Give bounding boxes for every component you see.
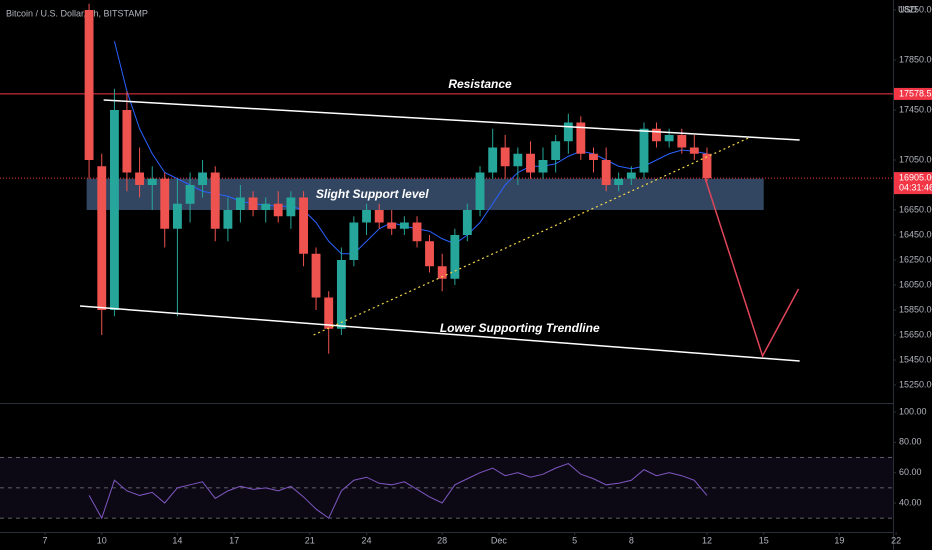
x-tick-label: 28 [437,535,447,545]
price-badge-label: 16905.00 [899,173,932,183]
x-tick-label: Dec [491,535,508,545]
candle-body [551,141,561,160]
candle-body [235,197,245,210]
candle-body [702,153,712,179]
candle-body [387,222,397,229]
rsi-tick-label: 100.00 [899,406,927,416]
price-badge [894,87,932,100]
y-tick-label: 16050.00 [899,279,932,289]
candle-body [185,185,195,204]
candle-body [538,160,548,173]
candle-body [639,128,649,173]
candle-body [248,197,258,210]
x-tick-label: 12 [702,535,712,545]
x-tick-label: 7 [43,535,48,545]
y-tick-label: 15850.00 [899,304,932,314]
candle-body [677,135,687,148]
candle-body [147,178,157,185]
candle-body [614,178,624,185]
annotation: Resistance [448,77,512,91]
candle-body [526,153,535,173]
x-tick-label: 14 [172,535,182,545]
y-tick-label: 18250.00 [899,4,932,14]
x-tick-label: 17 [229,535,239,545]
rsi-tick-label: 80.00 [899,437,922,447]
trendline [704,177,800,358]
candle-body [160,178,170,229]
x-tick-label: 10 [97,535,107,545]
annotation: Slight Support level [316,187,429,201]
candle-body [299,197,308,254]
rsi-band [0,457,893,519]
rsi-tick-label: 40.00 [899,497,922,507]
candle-body [513,153,523,167]
x-tick-label: 15 [759,535,769,545]
candle-body [362,210,371,223]
candle-body [97,166,107,310]
x-tick-label: 19 [834,535,844,545]
y-tick-label: 17050.00 [899,154,932,164]
y-tick-label: 16650.00 [899,204,932,214]
x-tick-label: 5 [572,535,577,545]
candle-body [311,253,321,298]
y-tick-label: 17850.00 [899,54,932,64]
currency-label: USD [898,4,918,14]
candle-body [223,210,233,229]
candle-body [109,110,119,310]
candle-body [84,10,94,160]
candle-body [576,122,586,154]
candle-body [437,266,447,279]
chart-title: Bitcoin / U.S. Dollar, 8h, BITSTAMP [6,8,148,18]
countdown-label: 04:31:46 [899,183,932,193]
candle-body [462,210,472,235]
candle-body [412,222,422,242]
candle-body [374,210,384,223]
x-tick-label: 24 [362,535,372,545]
rsi-tick-label: 60.00 [899,467,922,477]
candle-body [689,147,699,154]
y-tick-label: 16250.00 [899,254,932,264]
candle-body [210,172,220,229]
candle-body [488,147,498,173]
x-tick-label: 21 [305,535,315,545]
candle-body [261,203,271,210]
x-tick-label: 8 [629,535,634,545]
candle-body [135,172,145,185]
annotation: Lower Supporting Trendline [440,321,600,335]
y-tick-label: 17450.00 [899,104,932,114]
candle-body [349,222,359,260]
candle-body [450,235,460,279]
candle-body [198,172,207,185]
candle-body [500,147,510,167]
y-tick-label: 16450.00 [899,229,932,239]
price-badge-label: 17578.55 [899,88,932,98]
rsi-line [88,463,708,520]
candle-body [652,128,661,142]
y-tick-label: 15450.00 [899,354,932,364]
candle-body [286,197,296,217]
candle-body [273,203,283,217]
trendline [79,305,800,362]
candle-body [324,297,334,329]
trendline [103,99,800,141]
candle-body [589,153,598,160]
x-tick-label: 22 [891,535,901,545]
candle-body [475,172,485,210]
candle-body [664,135,674,142]
candle-body [425,241,434,267]
y-tick-label: 15250.00 [899,379,932,389]
candle-body [601,160,611,185]
candle-body [399,222,409,229]
candle-body [172,203,182,229]
candle-body [336,260,346,329]
candle-body [563,122,573,142]
y-tick-label: 15650.00 [899,329,932,339]
candle-body [122,110,132,173]
price-badge [894,172,932,195]
candle-body [626,172,636,179]
